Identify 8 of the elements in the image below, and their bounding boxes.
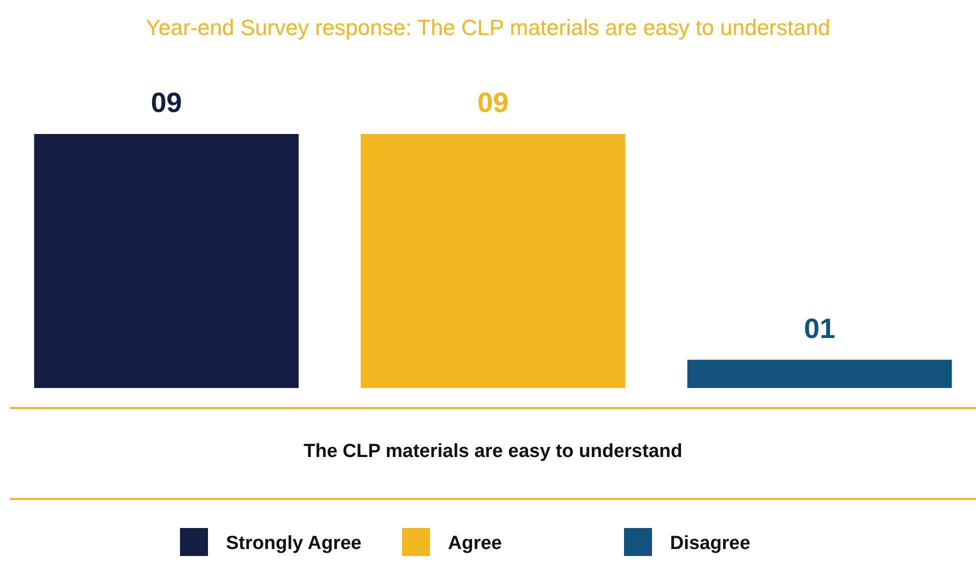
data-label: 09 <box>477 87 509 118</box>
data-label: 09 <box>150 87 182 118</box>
legend-label: Disagree <box>670 533 750 554</box>
x-axis-title: The CLP materials are easy to understand <box>304 441 682 462</box>
legend-label: Strongly Agree <box>226 533 362 554</box>
data-label: 01 <box>804 312 836 344</box>
chart-title: Year-end Survey response: The CLP materials are easy to understand <box>146 15 830 40</box>
legend-label: Agree <box>448 533 502 554</box>
